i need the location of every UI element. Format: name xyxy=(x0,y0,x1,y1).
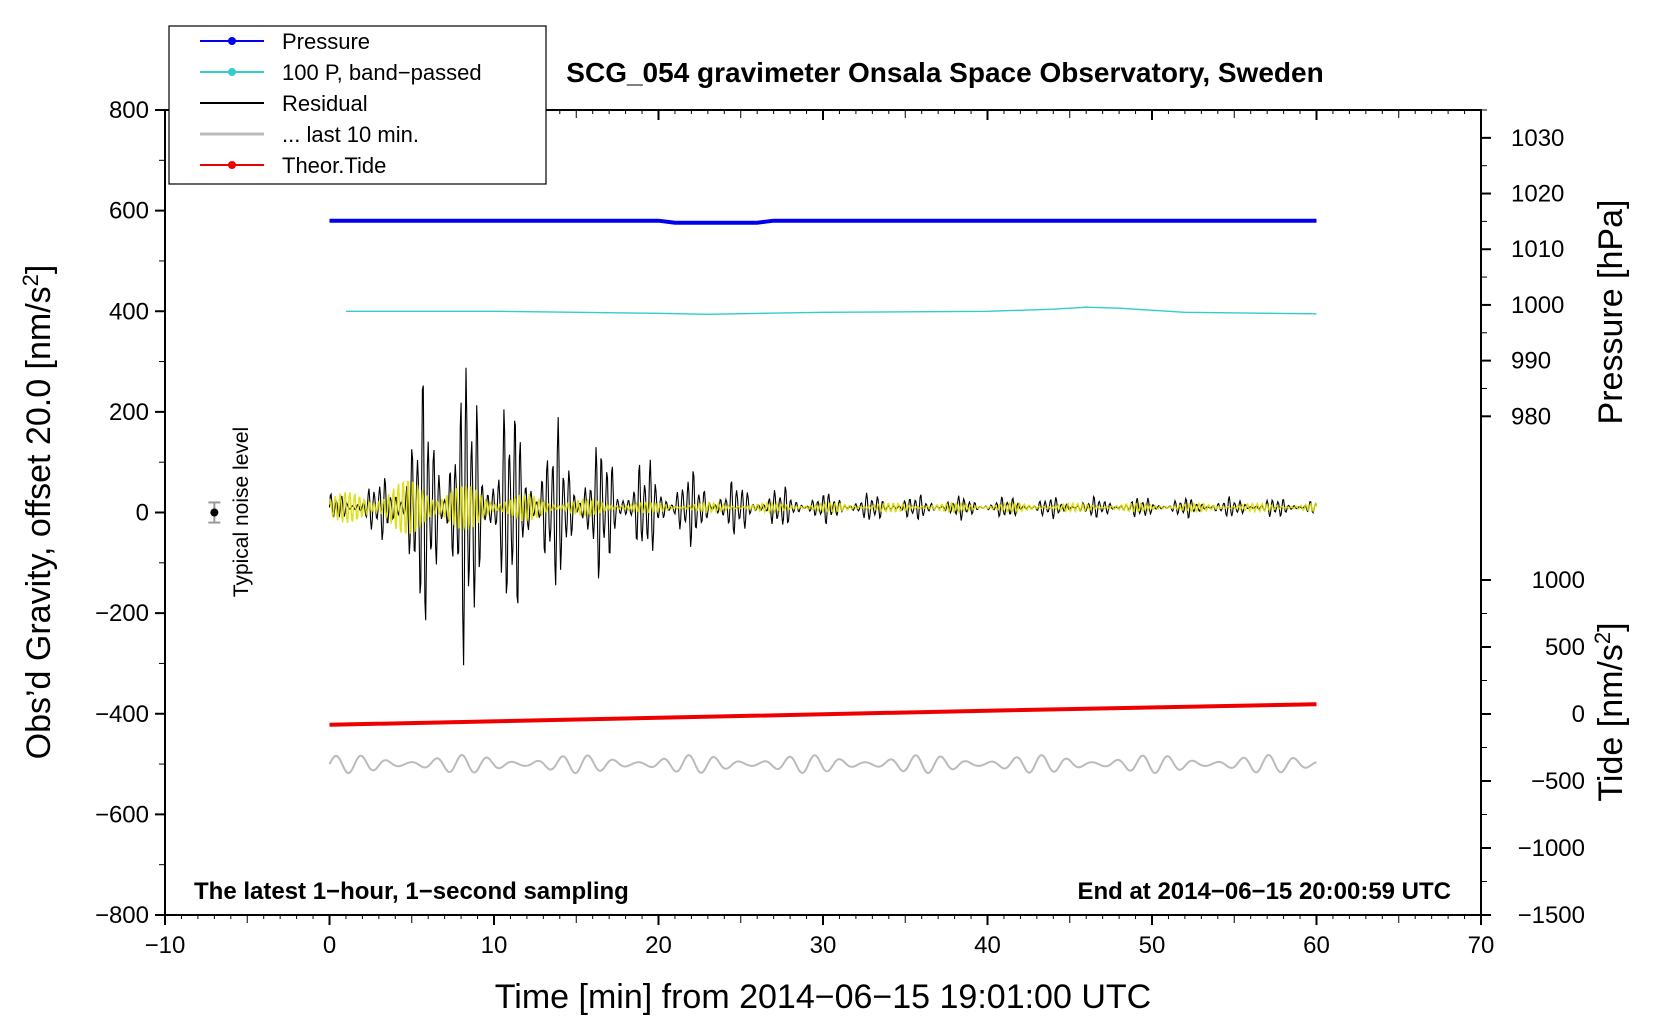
legend-label-4: Theor.Tide xyxy=(282,153,386,178)
tide-tick-label: −1000 xyxy=(1518,835,1585,862)
x-tick-label: 60 xyxy=(1303,932,1330,959)
y-tick-label: 800 xyxy=(109,97,149,124)
yellow-filtered-line xyxy=(328,480,1318,534)
y-axis-title-left: Obs’d Gravity, offset 20.0 [nm/s2] xyxy=(18,265,59,760)
theoretical-tide-line xyxy=(329,702,1317,727)
y-tick-label: 0 xyxy=(136,500,149,527)
y-axis-title-tide: Tide [nm/s2] xyxy=(1590,622,1631,801)
note-right: End at 2014−06−15 20:00:59 UTC xyxy=(1077,878,1451,905)
x-tick-label: 10 xyxy=(481,932,508,959)
chart-title: SCG_054 gravimeter Onsala Space Observat… xyxy=(566,57,1323,88)
series-layer xyxy=(328,218,1318,775)
tide-tick-label: 500 xyxy=(1545,634,1585,661)
y-tick-label: −200 xyxy=(95,600,149,627)
tide-tick-label: −500 xyxy=(1531,768,1585,795)
legend-box xyxy=(168,25,547,185)
pressure-tick-label: 1010 xyxy=(1511,236,1564,263)
legend-marker-4 xyxy=(228,161,236,169)
band-passed-pressure-line xyxy=(346,306,1317,316)
pressure-tick-label: 1000 xyxy=(1511,292,1564,319)
y-tick-label: 200 xyxy=(109,399,149,426)
legend-marker-1 xyxy=(228,68,236,76)
pressure-tick-label: 980 xyxy=(1511,403,1551,430)
x-tick-label: 40 xyxy=(974,932,1001,959)
legend-label-0: Pressure xyxy=(282,29,370,54)
axis-ticks: −10 0 10 20 30 40 50 60 70−800−600−400−200020040… xyxy=(95,97,1585,959)
note-left: The latest 1−hour, 1−second sampling xyxy=(194,878,629,905)
x-axis-title: Time [min] from 2014−06−15 19:01:00 UTC xyxy=(495,978,1151,1016)
tide-tick-label: 1000 xyxy=(1532,567,1585,594)
x-tick-label: 70 xyxy=(1468,932,1495,959)
pressure-line xyxy=(329,218,1317,225)
legend-label-2: Residual xyxy=(282,91,368,116)
noise-level-label: Typical noise level xyxy=(230,427,253,597)
legend-label-1: 100 P, band−passed xyxy=(282,60,482,85)
tide-tick-label: 0 xyxy=(1572,701,1585,728)
y-tick-label: −400 xyxy=(95,701,149,728)
x-tick-label: 0 xyxy=(323,932,336,959)
noise-point xyxy=(210,508,219,517)
x-tick-label: 20 xyxy=(645,932,672,959)
y-tick-label: 400 xyxy=(109,298,149,325)
noise-level-marker xyxy=(208,501,221,524)
y-axis-title-pressure: Pressure [hPa] xyxy=(1592,200,1630,425)
y-tick-label: −800 xyxy=(95,902,149,929)
last-10-min-line xyxy=(328,753,1317,775)
legend-label-3: ... last 10 min. xyxy=(282,122,419,147)
x-tick-label: 50 xyxy=(1139,932,1166,959)
tide-tick-label: −1500 xyxy=(1518,902,1585,929)
x-tick-label: −10 xyxy=(145,932,186,959)
pressure-tick-label: 1020 xyxy=(1511,181,1564,208)
pressure-tick-label: 1030 xyxy=(1511,125,1564,152)
y-tick-label: −600 xyxy=(95,801,149,828)
legend: Pressure 100 P, band−passed Residual ... la… xyxy=(168,25,547,185)
x-tick-label: 30 xyxy=(810,932,837,959)
legend-marker-0 xyxy=(228,37,236,45)
pressure-tick-label: 990 xyxy=(1511,348,1551,375)
y-tick-label: 600 xyxy=(109,198,149,225)
